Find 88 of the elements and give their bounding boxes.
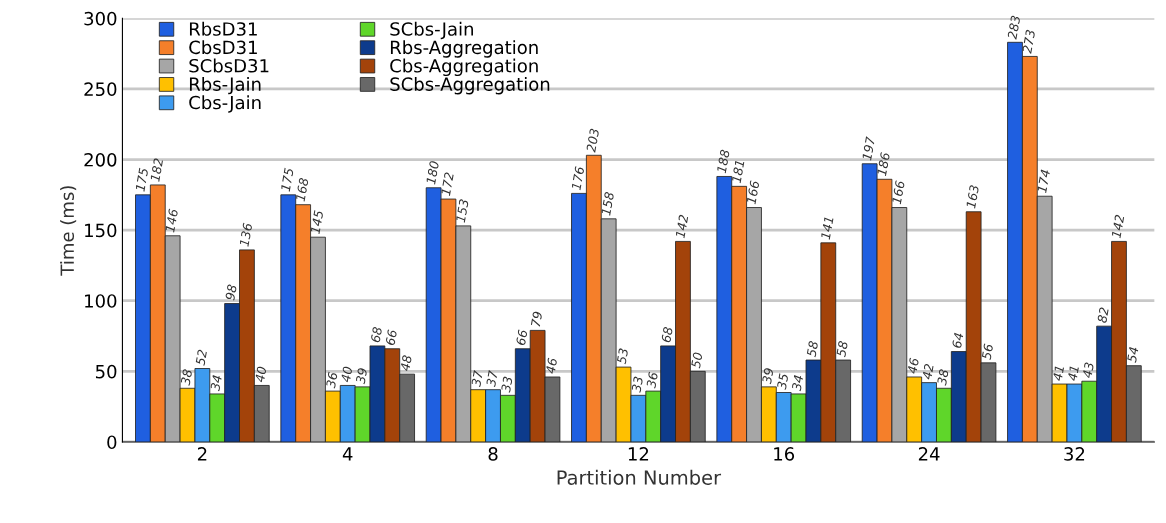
data-label: 36 — [646, 371, 659, 389]
x-tick-label: 16 — [774, 447, 795, 461]
y-tick-label: 300 — [84, 11, 117, 26]
data-label: 146 — [164, 208, 179, 233]
data-label: 273 — [1022, 29, 1036, 54]
data-label: 41 — [1052, 366, 1064, 382]
data-label: 181 — [731, 160, 745, 184]
x-axis-title: Partition Number — [557, 469, 722, 485]
data-label: 175 — [280, 167, 294, 192]
data-label: 41 — [1067, 366, 1079, 382]
data-label: 46 — [907, 357, 920, 375]
data-label: 46 — [545, 357, 558, 375]
data-label: 197 — [861, 136, 876, 161]
data-label: 168 — [295, 177, 309, 202]
y-tick-label: 50 — [95, 364, 117, 379]
y-tick-label: 0 — [107, 435, 117, 450]
x-tick-label: 8 — [488, 447, 498, 461]
x-tick-label: 12 — [628, 447, 649, 461]
data-label: 54 — [1126, 346, 1139, 363]
data-label: 53 — [616, 348, 629, 365]
data-label: 58 — [806, 340, 819, 358]
data-label: 142 — [675, 214, 689, 239]
data-label: 79 — [530, 311, 543, 327]
data-label: 82 — [1097, 307, 1109, 324]
y-tick-label: 100 — [85, 294, 117, 308]
data-label: 172 — [440, 172, 454, 196]
x-tick-label: 2 — [197, 447, 207, 461]
data-label: 142 — [1111, 214, 1125, 239]
data-label: 145 — [310, 210, 324, 235]
data-label: 52 — [195, 349, 208, 366]
data-label: 34 — [210, 374, 223, 392]
x-tick-label: 32 — [1064, 447, 1085, 461]
data-label: 37 — [471, 369, 484, 388]
data-label: 176 — [571, 166, 585, 191]
data-label: 283 — [1007, 15, 1021, 40]
legend-label: SCbs-Aggregation — [390, 76, 550, 95]
data-label: 36 — [325, 371, 338, 389]
data-label: 188 — [716, 149, 730, 174]
data-label: 163 — [965, 184, 980, 209]
data-label: 136 — [239, 222, 253, 247]
data-label: 50 — [690, 352, 703, 369]
data-label: 166 — [746, 180, 760, 205]
data-label: 40 — [340, 366, 353, 383]
data-label: 33 — [500, 376, 513, 393]
data-label: 56 — [981, 343, 994, 361]
data-label: 68 — [370, 326, 383, 343]
data-label: 38 — [180, 368, 193, 386]
data-label: 39 — [355, 367, 368, 385]
data-label: 34 — [791, 374, 804, 392]
y-tick-label: 250 — [84, 82, 117, 97]
data-label: 153 — [455, 199, 469, 223]
data-label: 48 — [400, 354, 412, 372]
data-label: 186 — [876, 152, 891, 177]
x-tick-label: 4 — [342, 447, 353, 461]
legend-label: CbsD31 — [189, 40, 257, 55]
legend-label: Rbs-Jain — [189, 76, 261, 95]
data-label: 174 — [1037, 169, 1050, 194]
data-label: 38 — [936, 368, 949, 386]
data-label: 66 — [385, 329, 398, 346]
data-label: 35 — [776, 373, 789, 390]
legend-label: SCbsD31 — [189, 58, 269, 73]
data-label: 43 — [1082, 362, 1095, 379]
y-tick-label: 150 — [85, 223, 117, 238]
data-label: 37 — [485, 369, 498, 388]
data-label: 141 — [820, 217, 834, 240]
legend-label: Rbs-Aggregation — [390, 40, 538, 58]
data-label: 39 — [761, 367, 774, 385]
data-label: 98 — [225, 284, 237, 301]
data-label: 175 — [135, 167, 149, 192]
legend-label: SCbs-Jain — [390, 21, 473, 40]
data-label: 68 — [661, 326, 673, 343]
data-label: 33 — [631, 376, 644, 393]
data-label: 40 — [254, 366, 267, 383]
data-label: 42 — [921, 363, 934, 380]
data-label: 66 — [515, 329, 528, 346]
x-tick-label: 24 — [918, 447, 940, 461]
data-label: 166 — [891, 180, 905, 205]
data-label: 58 — [836, 340, 849, 358]
legend-label: Cbs-Aggregation — [390, 58, 538, 77]
y-axis-title: Time (ms) — [60, 186, 77, 276]
data-label: 203 — [586, 128, 600, 153]
data-label: 182 — [150, 158, 164, 182]
y-tick-label: 200 — [84, 152, 117, 167]
data-label: 64 — [951, 332, 964, 349]
data-label: 180 — [425, 160, 440, 185]
data-label: 158 — [600, 191, 615, 216]
legend-label: RbsD31 — [189, 21, 257, 36]
legend-label: Cbs-Jain — [189, 95, 261, 113]
